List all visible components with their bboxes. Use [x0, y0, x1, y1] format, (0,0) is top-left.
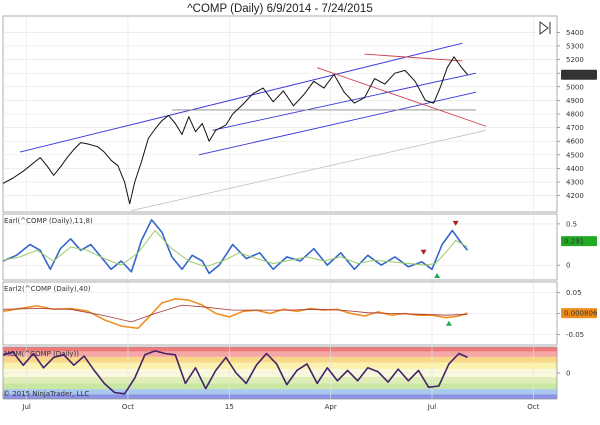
ytick-label-price-12: 5400: [566, 29, 584, 37]
signal-marker-earl2-0: [445, 320, 452, 326]
ytick-label-price-1: 4300: [566, 179, 584, 187]
chart-panels: Earl(^COMP (Daily),11,8) Earl2(^COMP (Dai…: [2, 15, 558, 400]
ytick-label-earl-0: 0: [566, 262, 570, 270]
last-value-badge-earl: [561, 236, 597, 247]
mom-band-3: [3, 362, 557, 370]
signal-marker-earl-0: [420, 249, 427, 255]
xtick-label-2: 15: [225, 403, 234, 411]
ytick-label-earl-1: 0.5: [566, 220, 577, 228]
ytick-label-price-11: 5300: [566, 42, 584, 50]
series-earl2-signal: [2, 304, 468, 323]
ytick-label-price-5: 4700: [566, 124, 584, 132]
chart-marks: [2, 42, 487, 395]
trendline-channel_lower: [198, 91, 477, 156]
ytick-label-price-2: 4400: [566, 165, 584, 173]
series-earl2-main: [2, 298, 468, 329]
xtick-label-3: Apr: [325, 403, 337, 411]
panel-mom: MOM(^COMP (Daily)): [2, 346, 558, 400]
last-value-badge-earl2: [561, 308, 597, 319]
trendline-lower_trend: [131, 129, 487, 212]
series-mom-0: [2, 350, 468, 395]
panel-title-earl2: Earl2(^COMP (Daily),40): [4, 285, 91, 293]
ytick-label-earl2-2: 0.05: [566, 289, 582, 297]
mom-band-7: [3, 389, 557, 395]
panel-title-earl: Earl(^COMP (Daily),11,8): [4, 217, 93, 225]
panel-title-mom: MOM(^COMP (Daily)): [4, 350, 79, 358]
ytick-label-earl2-0: -0.05: [566, 331, 584, 339]
skip-to-end-icon[interactable]: [536, 20, 554, 36]
series-price-0: [2, 56, 468, 205]
last-value-badge-price: [561, 69, 597, 80]
trendline-trend_red: [317, 67, 487, 127]
trendline-channel_middle: [212, 72, 477, 131]
panel-earl: Earl(^COMP (Daily),11,8): [2, 213, 558, 281]
xtick-label-0: Jul: [21, 403, 31, 411]
ytick-label-mom-0: 0: [566, 370, 570, 378]
trendline-trend_red_upper: [364, 53, 463, 62]
ytick-label-price-10: 5200: [566, 56, 584, 64]
ytick-label-price-6: 4800: [566, 111, 584, 119]
mom-band-2: [3, 356, 557, 363]
xtick-label-5: Oct: [527, 403, 539, 411]
chart-toolbar: [536, 20, 554, 36]
signal-marker-earl-1: [452, 220, 459, 226]
panel-price: [2, 15, 558, 213]
ytick-label-price-8: 5000: [566, 83, 584, 91]
trendline-channel_upper: [19, 42, 463, 153]
mom-band-1: [3, 351, 557, 357]
panel-earl2: Earl2(^COMP (Daily),40): [2, 281, 558, 346]
xtick-label-4: Jul: [427, 403, 437, 411]
last-value-label-earl: 0.291: [564, 238, 584, 246]
signal-marker-earl-2: [434, 273, 441, 279]
last-value-label-earl2: 0.000806: [564, 310, 598, 318]
last-value-label-price: 5088.63: [564, 71, 593, 79]
ytick-label-price-4: 4600: [566, 138, 584, 146]
series-earl-slow: [2, 230, 468, 268]
ytick-label-price-7: 4900: [566, 97, 584, 105]
copyright-text: © 2015 NinjaTrader, LLC: [3, 390, 89, 398]
chart-axes: 4200430044004500460047004800490050005100…: [21, 29, 598, 411]
mom-band-6: [3, 383, 557, 390]
mom-band-0: [3, 347, 557, 352]
mom-band-8: [3, 394, 557, 399]
page-title: ^COMP (Daily) 6/9/2014 - 7/24/2015: [187, 3, 373, 15]
xtick-label-1: Oct: [122, 403, 134, 411]
ytick-label-price-0: 4200: [566, 192, 584, 200]
ytick-label-price-3: 4500: [566, 151, 584, 159]
mom-band-5: [3, 376, 557, 384]
panel-frame-earl: [2, 213, 558, 281]
